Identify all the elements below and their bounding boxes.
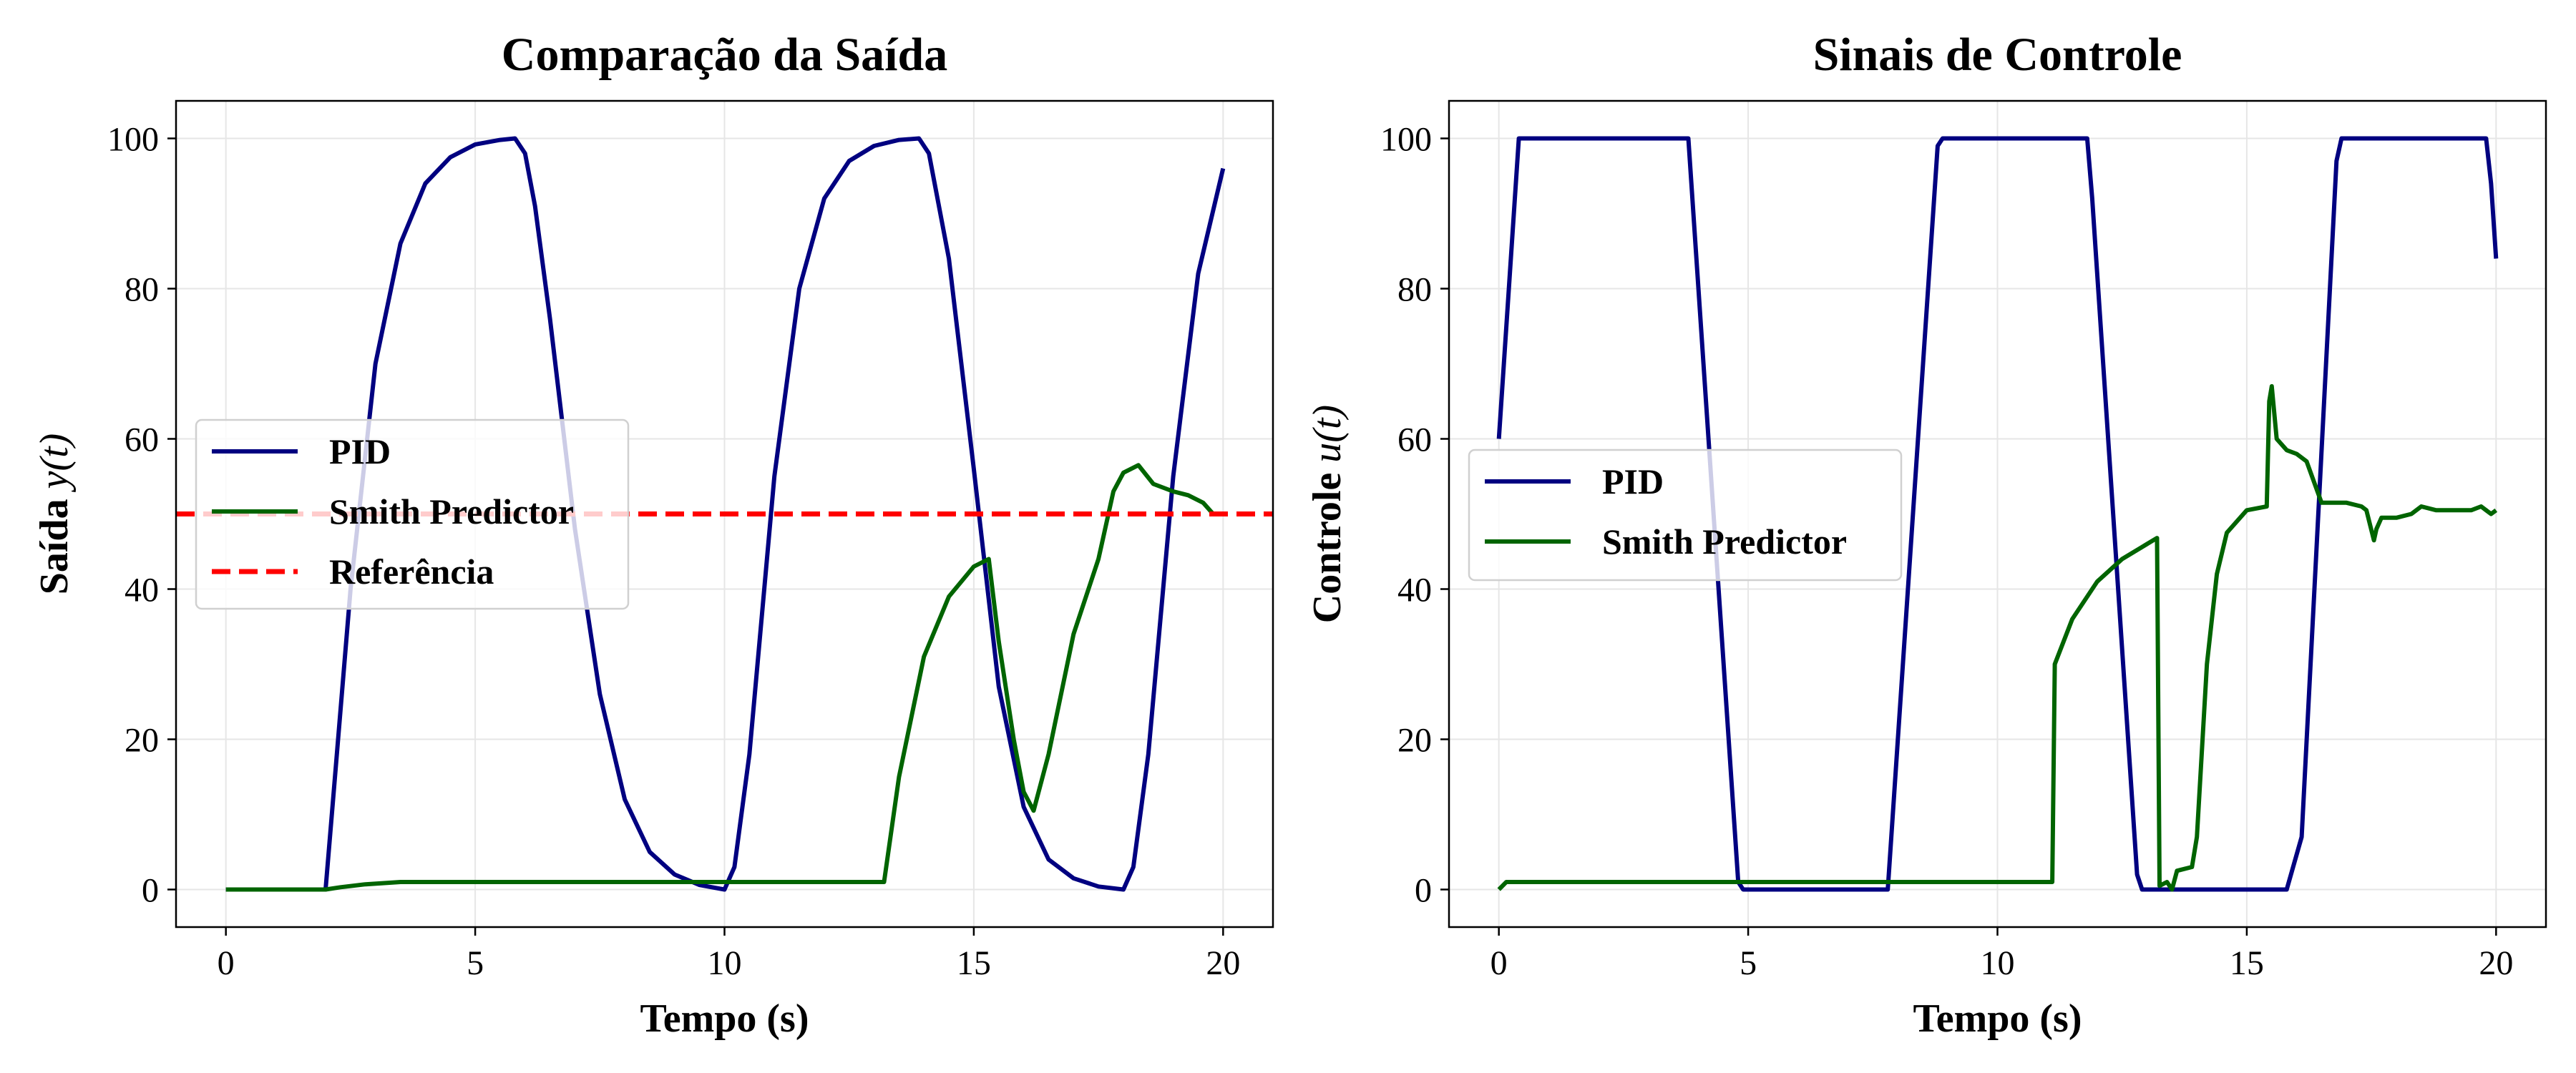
series-line-smith-predictor [1497,384,2498,892]
x-tick-label: 5 [467,944,484,982]
y-axis-label-word: Saída [32,499,77,594]
y-tick-label: 100 [1380,121,1432,159]
y-tick-label: 60 [125,421,159,459]
x-tick-label: 5 [1740,944,1757,982]
legend-label-pid: PID [329,431,391,471]
legend-label-referencia: Referência [329,552,494,592]
y-tick-label: 20 [1397,722,1432,760]
y-tick-label: 0 [142,872,159,910]
legend-label-smith-predictor: Smith Predictor [329,491,574,531]
chart-title: Sinais de Controle [1813,29,2182,81]
legend-label-pid: PID [1602,461,1664,501]
legend-label-smith-predictor: Smith Predictor [1602,521,1847,562]
y-tick-label: 0 [1415,872,1432,910]
y-axis-label: Saída y(t) [32,433,77,595]
x-tick-label: 10 [1981,944,2015,982]
y-tick-label: 60 [1397,421,1432,459]
series-line-pid [225,136,1226,892]
y-axis-label-variable: u(t) [1305,405,1350,463]
chart-title: Comparação da Saída [502,29,947,81]
legend-box [1468,449,1903,582]
x-tick-label: 15 [2230,944,2264,982]
panel-output-comparison: 0 5 10 15 20 0 20 40 60 80 100 Comparação da Saída T… [32,29,1274,1041]
y-tick-label: 40 [1397,572,1432,609]
x-tick-label: 0 [218,944,235,982]
panel-control-signals: 0 5 10 15 20 0 20 40 60 80 100 Sinais de Controle Te… [1305,29,2547,1041]
legend-box [195,418,630,610]
legend: PID Smith Predictor Referência [195,418,630,610]
x-tick-label: 20 [1206,944,1240,982]
y-tick-label: 40 [125,572,159,609]
x-tick-label: 10 [708,944,742,982]
y-axis-label-word: Controle [1305,473,1350,624]
x-tick-label: 20 [2479,944,2513,982]
legend: PID Smith Predictor [1468,449,1903,582]
x-tick-label: 0 [1491,944,1508,982]
y-axis-label-variable: y(t) [32,433,77,493]
y-tick-label: 80 [125,271,159,309]
y-tick-label: 20 [125,722,159,760]
y-tick-label: 80 [1397,271,1432,309]
x-tick-label: 15 [957,944,991,982]
y-tick-label: 100 [107,121,159,159]
x-axis-label: Tempo (s) [1913,996,2082,1041]
x-axis-label: Tempo (s) [640,996,809,1041]
y-axis-label: Controle u(t) [1305,405,1350,623]
series-line-smith-predictor [225,463,1224,892]
